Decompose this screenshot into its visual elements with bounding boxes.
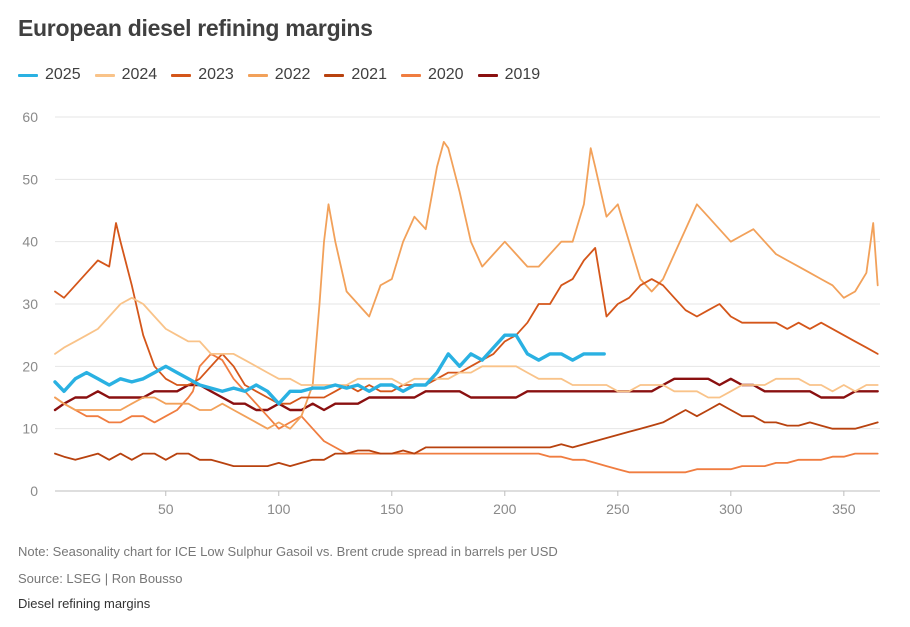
x-tick-label: 100 [267, 501, 291, 517]
legend-swatch-2022 [247, 73, 268, 77]
series-line-2022 [54, 140, 879, 430]
x-tick-label: 250 [606, 501, 630, 517]
legend-label-2024: 2024 [121, 66, 158, 83]
legend-swatch-2025 [18, 73, 38, 77]
series-line-2023 [54, 222, 879, 405]
x-tick-label: 200 [493, 501, 517, 517]
legend-item-2019: 2019 [477, 66, 541, 84]
legend-label-2021: 2021 [351, 66, 387, 83]
legend-swatch-2019 [477, 73, 498, 77]
legend-item-2022: 2022 [247, 66, 311, 84]
series-line-2021 [54, 402, 879, 468]
x-tick-label: 150 [380, 501, 404, 517]
legend-swatch-2020 [400, 73, 421, 77]
legend-label-2019: 2019 [504, 66, 541, 83]
legend-item-2024: 2024 [94, 66, 158, 84]
series-line-2019 [53, 377, 879, 412]
gridlines [55, 116, 880, 492]
chart-title: European diesel refining margins [18, 15, 373, 41]
legend-label-2023: 2023 [198, 66, 234, 83]
legend: 2025 2024 2023 2022 2021 2020 2019 [18, 66, 540, 84]
y-tick-label: 30 [22, 296, 38, 312]
x-axis: 50 100 150 200 250 300 350 [158, 491, 856, 517]
y-tick-label: 60 [22, 109, 38, 125]
source-credit: Source: LSEG | Ron Bousso [18, 571, 183, 586]
legend-label-2020: 2020 [427, 66, 464, 83]
series-line-2020 [54, 352, 879, 474]
series-lines [53, 140, 879, 474]
caption: Diesel refining margins [18, 596, 151, 611]
x-tick-label: 300 [719, 501, 743, 517]
y-axis: 0 10 20 30 40 50 60 [22, 109, 38, 499]
legend-item-2021: 2021 [324, 66, 387, 84]
footnote: Note: Seasonality chart for ICE Low Sulp… [18, 544, 558, 559]
legend-item-2023: 2023 [171, 66, 234, 84]
line-chart: 0 10 20 30 40 50 60 50 100 150 200 250 300 350 [22, 109, 880, 517]
legend-swatch-2024 [94, 73, 115, 77]
y-tick-label: 0 [30, 483, 38, 499]
x-tick-label: 50 [158, 501, 174, 517]
legend-item-2020: 2020 [400, 66, 464, 84]
legend-swatch-2021 [324, 73, 345, 77]
y-tick-label: 40 [22, 234, 38, 250]
y-tick-label: 10 [22, 421, 38, 437]
legend-label-2025: 2025 [45, 66, 81, 83]
legend-item-2025: 2025 [18, 66, 81, 84]
y-tick-label: 50 [22, 171, 38, 187]
x-tick-label: 350 [832, 501, 856, 517]
legend-label-2022: 2022 [274, 66, 311, 83]
series-line-2025 [53, 333, 606, 406]
y-tick-label: 20 [22, 358, 38, 374]
series-line-2024 [54, 296, 879, 399]
legend-swatch-2023 [171, 73, 192, 77]
